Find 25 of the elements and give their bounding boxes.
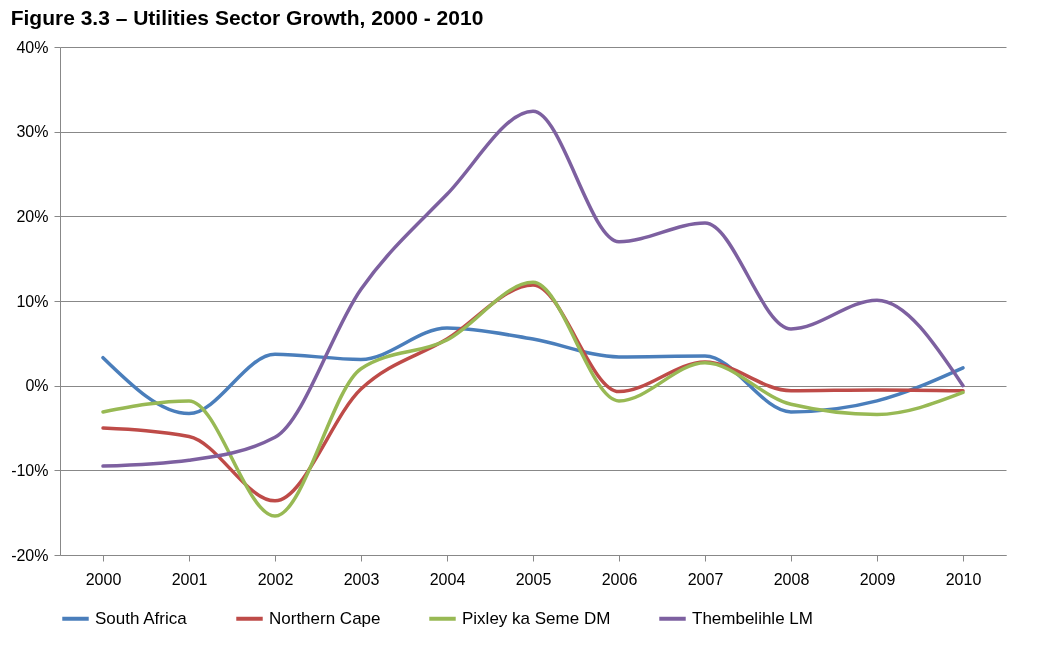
x-tick-label: 2009	[859, 570, 896, 588]
y-tick-label: 30%	[16, 123, 49, 141]
y-tick-label: 0%	[25, 377, 49, 395]
y-tick-label: 40%	[16, 38, 49, 56]
legend-label: Thembelihle LM	[692, 608, 813, 628]
x-tick-label: 2008	[773, 570, 810, 588]
x-tick-label: 2004	[429, 570, 466, 588]
x-tick-label: 2002	[257, 570, 294, 588]
x-tick-label: 2010	[945, 570, 982, 588]
legend-label: Northern Cape	[269, 608, 381, 628]
x-tick-label: 2006	[601, 570, 638, 588]
y-tick-label: -10%	[11, 461, 49, 479]
y-tick-label: 20%	[16, 207, 49, 225]
y-tick-label: 10%	[16, 292, 49, 310]
chart-title: Figure 3.3 – Utilities Sector Growth, 2000 - 2010	[10, 6, 484, 29]
line-series	[101, 326, 965, 416]
x-tick-label: 2003	[343, 570, 380, 588]
x-tick-label: 2007	[687, 570, 724, 588]
legend-label: South Africa	[95, 608, 188, 628]
x-tick-label: 2000	[85, 570, 122, 588]
legend-label: Pixley ka Seme DM	[462, 608, 611, 628]
line-series	[101, 109, 965, 468]
x-tick-label: 2001	[171, 570, 208, 588]
y-tick-label: -20%	[11, 546, 49, 564]
x-tick-label: 2005	[515, 570, 552, 588]
